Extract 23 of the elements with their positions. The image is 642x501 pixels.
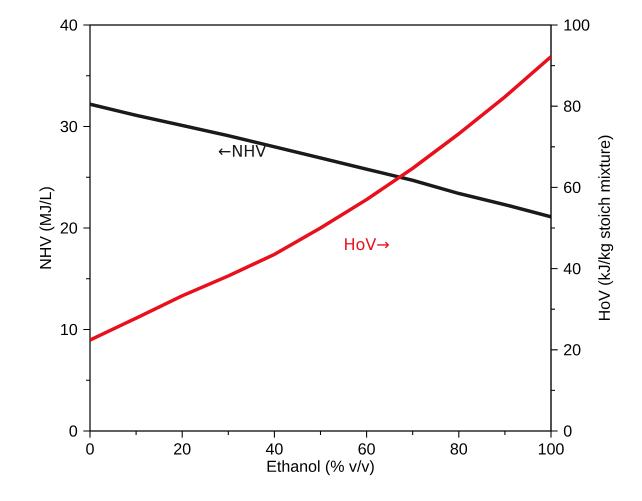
y2-tick-label: 60 <box>564 182 580 194</box>
y2-tick-label: 100 <box>564 19 590 31</box>
x-tick-label: 20 <box>174 443 190 455</box>
y-tick-label: 20 <box>60 222 78 234</box>
y2-tick-label: 0 <box>564 425 572 437</box>
x-tick-label: 80 <box>450 443 468 455</box>
series-label: ←NHV <box>218 145 266 157</box>
y-tick-label: 0 <box>69 425 78 437</box>
y2-axis-title: HoV (kJ/kg stoich mixture) <box>598 136 614 320</box>
y2-tick-label: 20 <box>564 344 580 356</box>
y-tick-label: 40 <box>60 19 78 31</box>
x-tick-label: 100 <box>538 443 564 455</box>
x-tick-label: 40 <box>266 443 283 455</box>
x-tick-label: 0 <box>86 443 94 455</box>
y2-tick-label: 40 <box>564 262 580 274</box>
y-axis-title: NHV (MJ/L) <box>39 187 54 268</box>
y-tick-label: 10 <box>61 324 78 336</box>
x-tick-label: 60 <box>358 443 375 455</box>
x-axis-title: Ethanol (% v/v) <box>268 460 374 476</box>
line-series <box>90 54 552 342</box>
y-tick-label: 30 <box>60 120 78 132</box>
series-label: HoV→ <box>345 238 389 250</box>
y2-tick-label: 80 <box>564 100 580 112</box>
